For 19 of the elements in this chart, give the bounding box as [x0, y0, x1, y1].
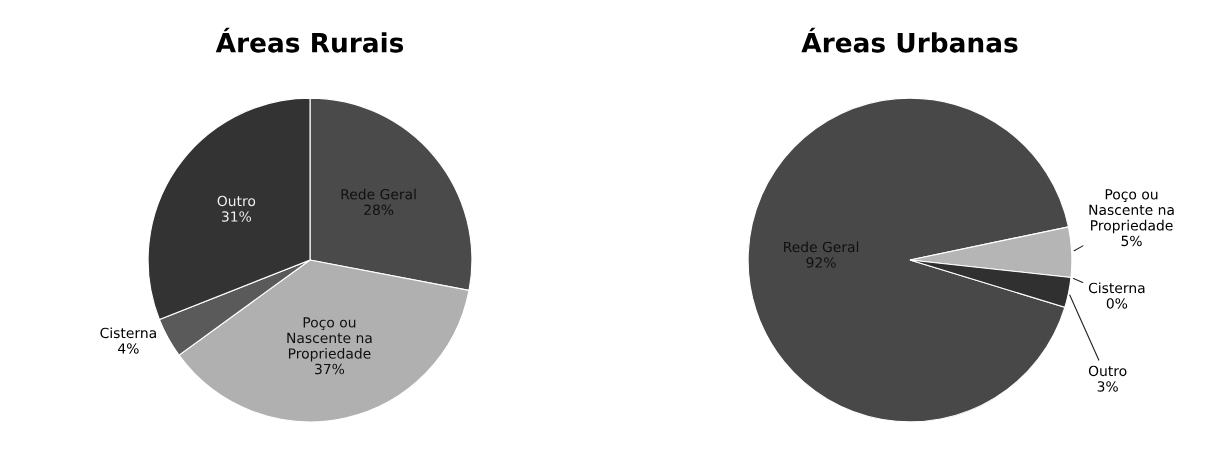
text: 0% — [1106, 298, 1128, 309]
data-label: 92% — [806, 257, 836, 268]
slice-label: Poço ou Nascente na Propriedade — [1089, 189, 1174, 234]
slice-label: Rede Geral — [784, 241, 859, 253]
data-label: 31% — [221, 211, 252, 222]
pie-slice — [747, 97, 1070, 423]
chart-title: Áreas Rurais — [215, 27, 404, 53]
data-label: 3% — [1097, 381, 1118, 392]
slice-label: Rede Geral — [341, 188, 416, 200]
data-label: 37% — [315, 363, 345, 375]
slice-label: Cisterna — [100, 327, 156, 339]
slice-label: Outro — [1088, 365, 1127, 377]
data-label: 28% — [364, 204, 394, 216]
chart-title: Áreas Urbanas — [801, 27, 1018, 53]
data-label: 4% — [118, 343, 139, 354]
legend-label: Cisterna — [1088, 282, 1145, 294]
slice-label: Poço ou Nascente na Propriedade — [287, 317, 372, 362]
slice-label: Outro — [217, 195, 256, 207]
data-label: 5% — [1121, 235, 1142, 247]
